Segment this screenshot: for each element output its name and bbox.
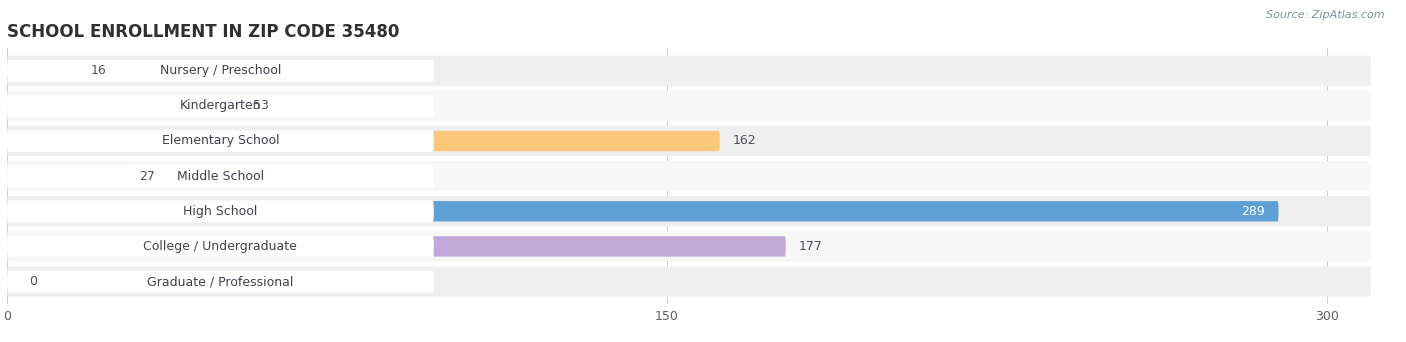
FancyBboxPatch shape (7, 236, 434, 257)
FancyBboxPatch shape (7, 231, 1371, 262)
FancyBboxPatch shape (7, 271, 22, 292)
Text: College / Undergraduate: College / Undergraduate (143, 240, 297, 253)
FancyBboxPatch shape (7, 201, 1278, 222)
FancyBboxPatch shape (7, 60, 434, 82)
Text: Graduate / Professional: Graduate / Professional (148, 275, 294, 288)
Text: 0: 0 (30, 275, 37, 288)
FancyBboxPatch shape (7, 196, 1371, 226)
FancyBboxPatch shape (7, 56, 1371, 86)
FancyBboxPatch shape (7, 161, 1371, 191)
Text: SCHOOL ENROLLMENT IN ZIP CODE 35480: SCHOOL ENROLLMENT IN ZIP CODE 35480 (7, 23, 399, 41)
FancyBboxPatch shape (7, 165, 434, 187)
FancyBboxPatch shape (7, 91, 1371, 121)
Text: 53: 53 (253, 100, 270, 113)
FancyBboxPatch shape (7, 236, 786, 256)
FancyBboxPatch shape (7, 266, 1371, 297)
FancyBboxPatch shape (7, 166, 125, 186)
FancyBboxPatch shape (7, 200, 434, 222)
FancyBboxPatch shape (7, 96, 240, 116)
Text: 162: 162 (733, 134, 756, 147)
Text: 27: 27 (139, 170, 155, 183)
Text: 289: 289 (1241, 205, 1265, 218)
Text: Kindergarten: Kindergarten (180, 100, 262, 113)
Text: Middle School: Middle School (177, 170, 264, 183)
Text: 16: 16 (90, 64, 107, 77)
Text: 177: 177 (799, 240, 823, 253)
FancyBboxPatch shape (7, 131, 720, 151)
Text: Nursery / Preschool: Nursery / Preschool (160, 64, 281, 77)
Text: Source: ZipAtlas.com: Source: ZipAtlas.com (1267, 10, 1385, 20)
FancyBboxPatch shape (7, 130, 434, 152)
FancyBboxPatch shape (7, 95, 434, 117)
FancyBboxPatch shape (7, 126, 1371, 156)
Text: High School: High School (183, 205, 257, 218)
FancyBboxPatch shape (7, 271, 434, 292)
Text: Elementary School: Elementary School (162, 134, 280, 147)
FancyBboxPatch shape (7, 61, 77, 81)
